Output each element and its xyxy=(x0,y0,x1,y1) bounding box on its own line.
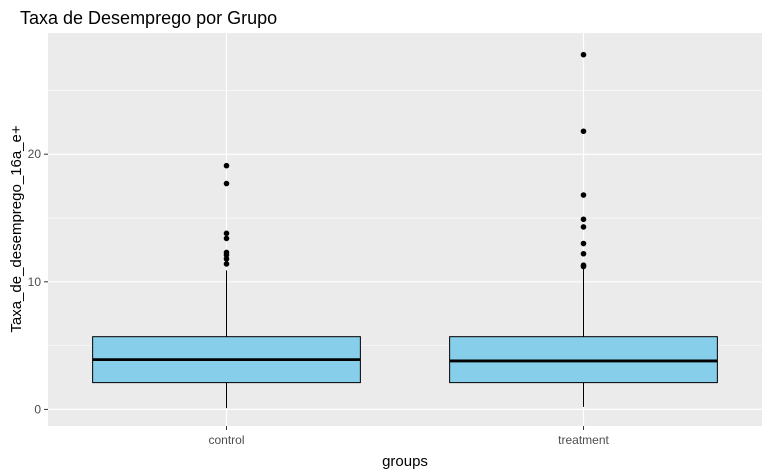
x-tick-label: treatment xyxy=(558,433,609,447)
outlier-point xyxy=(223,180,230,187)
outlier-point xyxy=(580,216,587,223)
y-tick-label: 0 xyxy=(34,402,41,416)
outlier-point xyxy=(580,192,587,198)
outlier-point xyxy=(223,261,230,267)
y-axis: 0 10 20 xyxy=(28,147,48,416)
x-axis-title: groups xyxy=(382,453,428,470)
outlier-point xyxy=(223,256,230,262)
y-tick-label: 20 xyxy=(28,147,42,161)
x-axis: control treatment xyxy=(208,426,610,447)
outlier-point xyxy=(580,224,587,230)
y-axis-title: Taxa_de_desemprego_16a_e+ xyxy=(8,125,25,332)
outlier-point xyxy=(580,51,587,58)
chart-title: Taxa de Desemprego por Grupo xyxy=(20,8,277,28)
outlier-point xyxy=(580,250,587,257)
outlier-point xyxy=(223,162,230,169)
outlier-point xyxy=(580,128,587,135)
outlier-point xyxy=(580,262,587,269)
box-control xyxy=(92,162,361,409)
box-layer xyxy=(92,51,718,409)
x-tick-label: control xyxy=(208,433,244,447)
box-treatment xyxy=(449,51,718,407)
outlier-point xyxy=(223,249,230,256)
y-tick-label: 10 xyxy=(28,275,42,289)
outlier-point xyxy=(223,230,230,237)
outlier-point xyxy=(223,235,230,242)
outlier-point xyxy=(580,240,587,247)
